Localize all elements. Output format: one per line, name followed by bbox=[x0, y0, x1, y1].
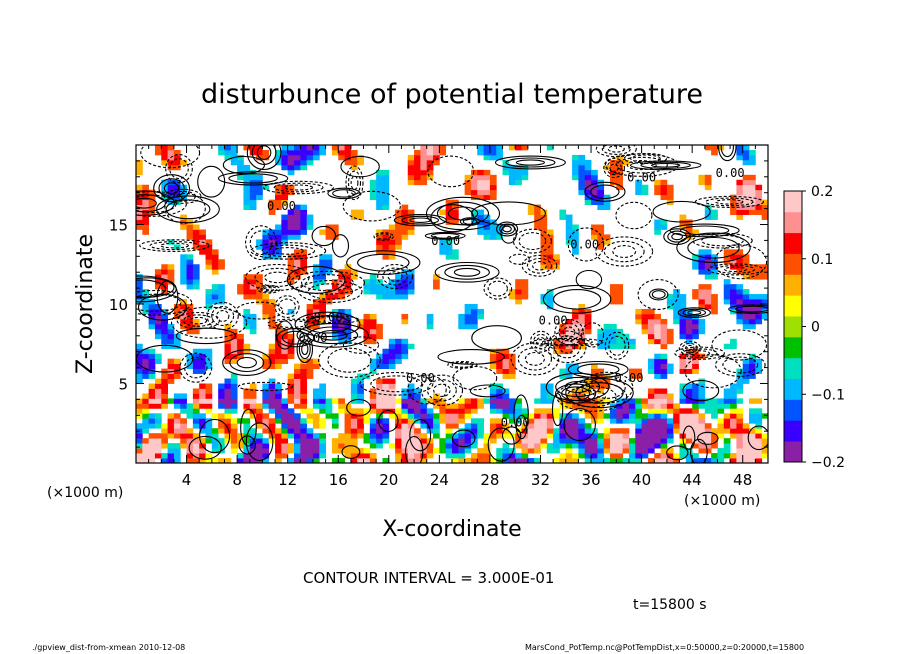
x-tick-label-0: 4 bbox=[182, 471, 192, 489]
colorbar-segment-11 bbox=[784, 211, 802, 234]
footer-right: MarsCond_PotTemp.nc@PotTempDist,x=0:5000… bbox=[525, 643, 804, 652]
colorbar-tick-label-4: −0.2 bbox=[811, 455, 845, 471]
colorbar-segment-5 bbox=[784, 336, 802, 359]
contour-label-4: 0.00 bbox=[539, 314, 568, 328]
contour-label-6: 0.00 bbox=[406, 371, 435, 385]
y-axis-ticks: 5 10 15 bbox=[109, 144, 768, 464]
footer-left: ./gpview_dist-from-xmean 2010-12-08 bbox=[32, 643, 185, 652]
contour-lines bbox=[136, 145, 768, 463]
colorbar-segment-12 bbox=[784, 191, 802, 213]
contour-label-9: 0.00 bbox=[627, 171, 656, 185]
x-tick-label-1: 8 bbox=[232, 471, 242, 489]
x-tick-label-9: 40 bbox=[632, 471, 651, 489]
colorbar-tick-label-2: 0 bbox=[811, 320, 820, 336]
colorbar-ticks: 0.2 0.1 0 −0.1 −0.2 bbox=[802, 184, 845, 471]
y-tick-label-1: 10 bbox=[109, 296, 128, 314]
x-tick-label-11: 48 bbox=[733, 471, 752, 489]
colorbar-segment-7 bbox=[784, 295, 802, 317]
x-tick-label-3: 16 bbox=[329, 471, 348, 489]
y-tick-label-0: 5 bbox=[118, 376, 128, 394]
time-label: t=15800 s bbox=[633, 597, 707, 613]
y-tick-label-2: 15 bbox=[109, 217, 128, 235]
colorbar-tick-label-3: −0.1 bbox=[811, 387, 845, 403]
x-tick-label-8: 36 bbox=[581, 471, 600, 489]
contour-label-1: 0.00 bbox=[431, 234, 460, 248]
colorbar-segment-6 bbox=[784, 316, 802, 338]
colorbar-segment-1 bbox=[784, 420, 802, 442]
x-tick-label-4: 20 bbox=[379, 471, 398, 489]
colorbar-segment-10 bbox=[784, 232, 802, 254]
contour-label-5: 0.00 bbox=[299, 331, 328, 345]
x-tick-label-6: 28 bbox=[480, 471, 499, 489]
contour-label-10: 0.00 bbox=[716, 166, 745, 180]
contour-labels: 0.00 0.00 0.00 0.00 0.00 0.00 0.00 0.00 0.00 0.00… bbox=[267, 166, 745, 430]
x-axis-ticks: 4 8 12 16 20 24 28 32 36 40 44 48 bbox=[135, 145, 769, 489]
x-tick-label-5: 24 bbox=[430, 471, 449, 489]
contour-label-2: 0.00 bbox=[570, 237, 599, 251]
colorbar bbox=[784, 191, 802, 463]
colorbar-tick-label-0: 0.2 bbox=[811, 184, 833, 200]
contour-label-0: 0.00 bbox=[267, 199, 296, 213]
x-tick-label-7: 32 bbox=[531, 471, 550, 489]
x-axis-label: X-coordinate bbox=[382, 517, 521, 542]
contour-label-3: 0.00 bbox=[314, 311, 343, 325]
x-unit-left: (×1000 m) bbox=[47, 485, 123, 501]
y-axis-label: Z-coordinate bbox=[73, 234, 98, 374]
colorbar-tick-label-1: 0.1 bbox=[811, 252, 833, 268]
colorbar-segment-4 bbox=[784, 357, 802, 380]
colorbar-segment-9 bbox=[784, 253, 802, 275]
x-tick-label-10: 44 bbox=[683, 471, 702, 489]
x-unit-right: (×1000 m) bbox=[684, 493, 760, 509]
colorbar-segment-8 bbox=[784, 274, 802, 296]
contour-label-8: 0.00 bbox=[501, 415, 530, 429]
colorbar-segment-0 bbox=[784, 441, 802, 463]
contour-interval: CONTOUR INTERVAL = 3.000E-01 bbox=[303, 569, 554, 587]
x-tick-label-2: 12 bbox=[278, 471, 297, 489]
colorbar-segment-3 bbox=[784, 378, 802, 400]
contour-label-7: 0.00 bbox=[615, 371, 644, 385]
colorbar-segment-2 bbox=[784, 399, 802, 421]
chart-title: disturbunce of potential temperature bbox=[201, 79, 703, 110]
